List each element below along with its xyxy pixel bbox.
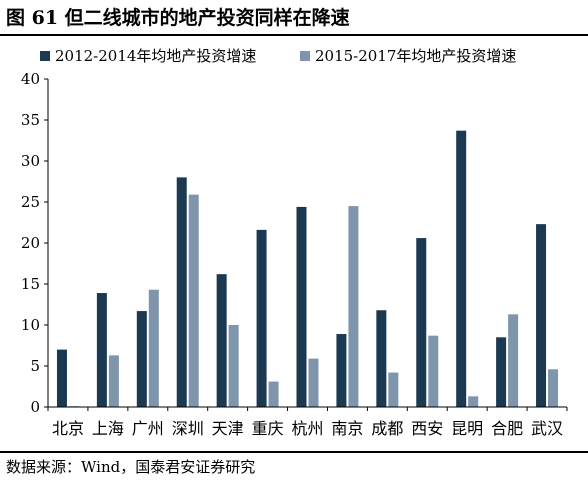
x-tick-label-合肥: 合肥 bbox=[491, 419, 523, 438]
bar-深圳-series-2 bbox=[188, 194, 199, 407]
x-tick-label-深圳: 深圳 bbox=[172, 419, 204, 438]
legend-label-2: 2015-2017年均地产投资增速 bbox=[315, 47, 516, 65]
source-note: 数据来源：Wind，国泰君安证券研究 bbox=[6, 458, 256, 476]
bar-上海-series-2 bbox=[108, 355, 119, 407]
bar-杭州-series-2 bbox=[308, 358, 319, 407]
bar-南京-series-2 bbox=[348, 206, 359, 407]
bottom-rule bbox=[0, 451, 588, 453]
x-tick-label-广州: 广州 bbox=[132, 419, 164, 438]
x-axis: 北京 上海 广州 深圳 天津 重庆 杭州 南京 成都 西安 昆明 合肥 武汉 bbox=[47, 406, 568, 438]
y-tick-label: 10 bbox=[21, 316, 40, 334]
bar-北京-series-1 bbox=[56, 349, 67, 407]
x-tick-label-西安: 西安 bbox=[411, 419, 443, 438]
y-tick-label: 25 bbox=[21, 193, 40, 211]
x-tick-label-天津: 天津 bbox=[212, 419, 244, 438]
x-tick-label-重庆: 重庆 bbox=[252, 419, 284, 438]
bar-昆明-series-2 bbox=[468, 396, 479, 407]
bar-成都-series-2 bbox=[388, 372, 399, 407]
bar-武汉-series-2 bbox=[548, 369, 559, 407]
x-tick-label-杭州: 杭州 bbox=[291, 419, 323, 438]
x-tick-label-南京: 南京 bbox=[331, 419, 363, 438]
bar-武汉-series-1 bbox=[536, 224, 547, 407]
x-tick-label-昆明: 昆明 bbox=[451, 419, 483, 438]
figure-title: 图 61 但二线城市的地产投资同样在降速 bbox=[6, 7, 350, 29]
top-rule bbox=[0, 34, 588, 36]
bar-chart: 2012-2014年均地产投资增速 2015-2017年均地产投资增速 0 5 10 1… bbox=[21, 47, 568, 438]
bar-昆明-series-1 bbox=[456, 130, 467, 407]
bar-重庆-series-1 bbox=[256, 229, 267, 407]
bar-天津-series-2 bbox=[228, 325, 239, 407]
bar-重庆-series-2 bbox=[268, 381, 279, 407]
x-tick-label-武汉: 武汉 bbox=[531, 419, 563, 438]
bar-南京-series-1 bbox=[336, 334, 347, 407]
bar-上海-series-1 bbox=[96, 293, 107, 407]
y-tick-label: 20 bbox=[21, 234, 40, 252]
bar-天津-series-1 bbox=[216, 274, 227, 407]
bars bbox=[56, 130, 559, 407]
bar-广州-series-2 bbox=[148, 289, 159, 407]
bar-深圳-series-1 bbox=[176, 177, 187, 407]
y-axis: 0 5 10 15 20 25 30 35 40 bbox=[21, 70, 49, 416]
bar-成都-series-1 bbox=[376, 310, 387, 407]
y-tick-label: 40 bbox=[21, 70, 40, 88]
bar-广州-series-1 bbox=[136, 311, 147, 407]
bar-合肥-series-1 bbox=[496, 337, 507, 407]
legend-swatch-2 bbox=[300, 51, 310, 61]
y-tick-label: 35 bbox=[21, 111, 40, 129]
x-tick-label-上海: 上海 bbox=[92, 419, 124, 438]
x-tick-label-成都: 成都 bbox=[371, 419, 403, 438]
x-tick-label-北京: 北京 bbox=[52, 419, 84, 438]
bar-杭州-series-1 bbox=[296, 206, 307, 407]
y-tick-label: 30 bbox=[21, 152, 40, 170]
bar-合肥-series-2 bbox=[508, 314, 519, 407]
y-tick-label: 15 bbox=[21, 275, 40, 293]
legend: 2012-2014年均地产投资增速 2015-2017年均地产投资增速 bbox=[40, 47, 516, 65]
legend-label-1: 2012-2014年均地产投资增速 bbox=[55, 47, 256, 65]
bar-西安-series-1 bbox=[416, 238, 427, 407]
legend-swatch-1 bbox=[40, 51, 50, 61]
bar-西安-series-2 bbox=[428, 335, 439, 407]
y-tick-label: 0 bbox=[30, 398, 40, 416]
y-tick-label: 5 bbox=[30, 357, 40, 375]
